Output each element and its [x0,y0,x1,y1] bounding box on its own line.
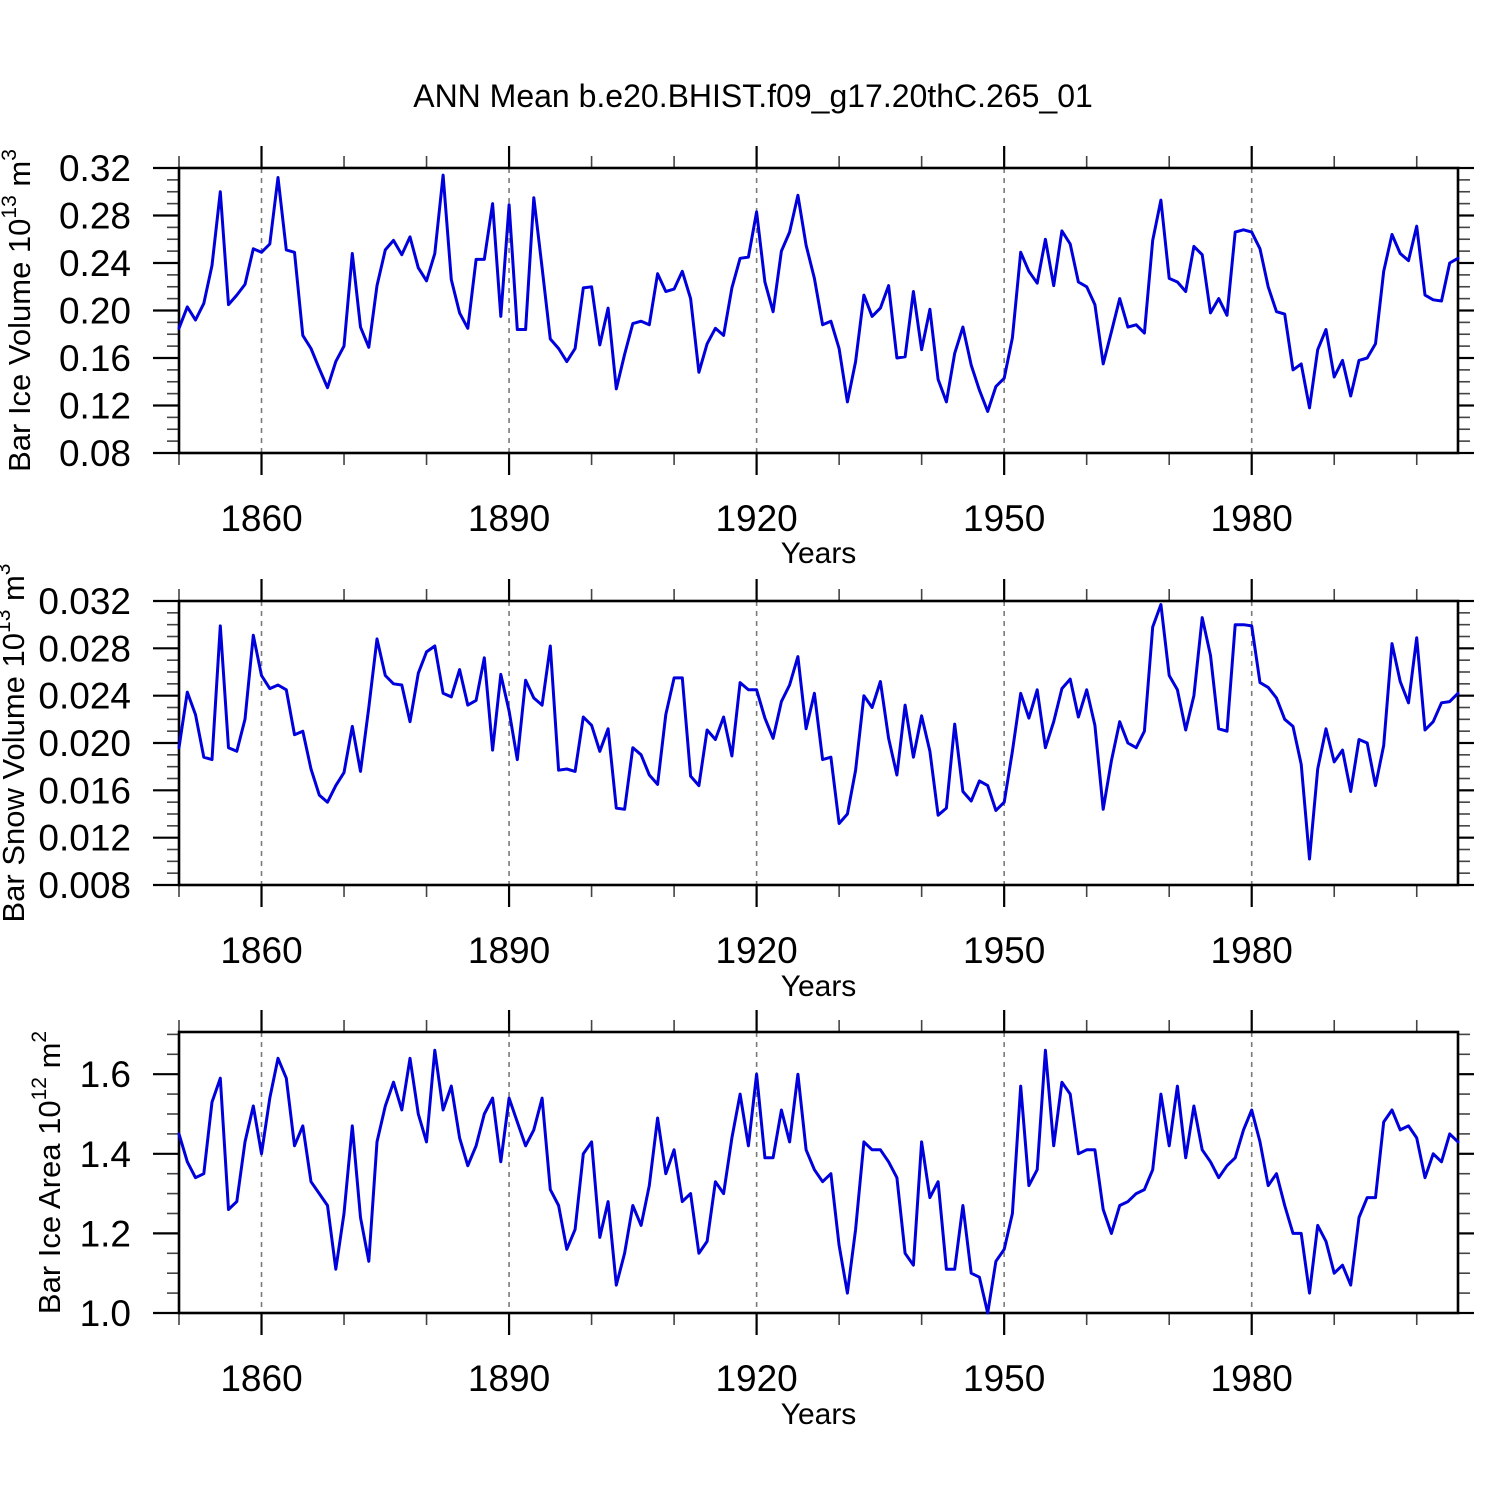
svg-text:0.24: 0.24 [59,243,131,284]
decade-gridlines [260,601,1253,885]
axis-ticks [153,1010,1474,1335]
bar-snow-volume-series-line [177,603,1460,861]
y-tick-labels: 0.008 0.012 0.016 0.020 0.024 0.028 0.032 [38,581,131,906]
svg-text:1950: 1950 [963,1358,1045,1399]
axis-ticks [153,146,1474,475]
bar-ice-area-panel: 1.0 1.2 1.4 1.6 1860 1890 1920 1950 1980 Years Bar… [28,1010,1474,1431]
svg-text:1980: 1980 [1211,930,1293,971]
svg-text:1860: 1860 [220,498,302,539]
svg-text:1.4: 1.4 [80,1134,131,1175]
bar-ice-area-series-line [177,1048,1460,1315]
x-axis-title: Years [781,537,857,570]
svg-text:1920: 1920 [715,1358,797,1399]
chart-title: ANN Mean b.e20.BHIST.f09_g17.20thC.265_0… [413,78,1093,114]
x-axis-title: Years [781,970,857,1003]
svg-text:1.0: 1.0 [80,1293,131,1334]
svg-text:1.2: 1.2 [80,1213,131,1254]
svg-text:0.016: 0.016 [38,770,131,811]
svg-text:0.20: 0.20 [59,291,131,332]
svg-text:1920: 1920 [715,930,797,971]
svg-text:0.028: 0.028 [38,628,131,669]
svg-text:1860: 1860 [220,1358,302,1399]
x-tick-labels: 1860 1890 1920 1950 1980 [220,1358,1293,1399]
bar-ice-volume-series-line [177,173,1460,413]
x-tick-labels: 1860 1890 1920 1950 1980 [220,930,1293,971]
svg-text:1950: 1950 [963,930,1045,971]
y-tick-labels: 0.08 0.12 0.16 0.20 0.24 0.28 0.32 [59,148,131,474]
svg-text:0.28: 0.28 [59,196,131,237]
svg-text:1920: 1920 [715,498,797,539]
decade-gridlines [260,1032,1253,1313]
y-axis-title: Bar Snow Volume 1013​ m3​ [0,564,31,923]
x-axis-title: Years [781,1398,857,1431]
svg-text:0.024: 0.024 [38,676,131,717]
svg-text:1980: 1980 [1211,1358,1293,1399]
svg-text:1890: 1890 [468,498,550,539]
axis-ticks [153,579,1474,907]
plot-frame [177,166,1460,455]
y-axis-title: Bar Ice Volume 1013​ m3​ [0,149,37,472]
svg-text:1860: 1860 [220,930,302,971]
svg-text:0.32: 0.32 [59,148,131,189]
svg-text:0.020: 0.020 [38,723,131,764]
svg-text:1980: 1980 [1211,498,1293,539]
svg-text:0.012: 0.012 [38,818,131,859]
svg-text:0.12: 0.12 [59,386,131,427]
bar-ice-volume-panel: 0.08 0.12 0.16 0.20 0.24 0.28 0.32 1860 1890 1920… [0,146,1474,570]
svg-text:1890: 1890 [468,930,550,971]
decade-gridlines [260,168,1253,453]
svg-text:1950: 1950 [963,498,1045,539]
y-tick-labels: 1.0 1.2 1.4 1.6 [80,1054,131,1334]
plot-frame [177,599,1460,887]
svg-text:0.16: 0.16 [59,338,131,379]
svg-text:1.6: 1.6 [80,1054,131,1095]
x-tick-labels: 1860 1890 1920 1950 1980 [220,498,1293,539]
plot-frame [177,1030,1460,1315]
svg-text:0.008: 0.008 [38,865,131,906]
svg-text:1890: 1890 [468,1358,550,1399]
y-axis-title: Bar Ice Area 1012​ m2​ [28,1031,67,1314]
svg-text:0.032: 0.032 [38,581,131,622]
svg-text:0.08: 0.08 [59,433,131,474]
